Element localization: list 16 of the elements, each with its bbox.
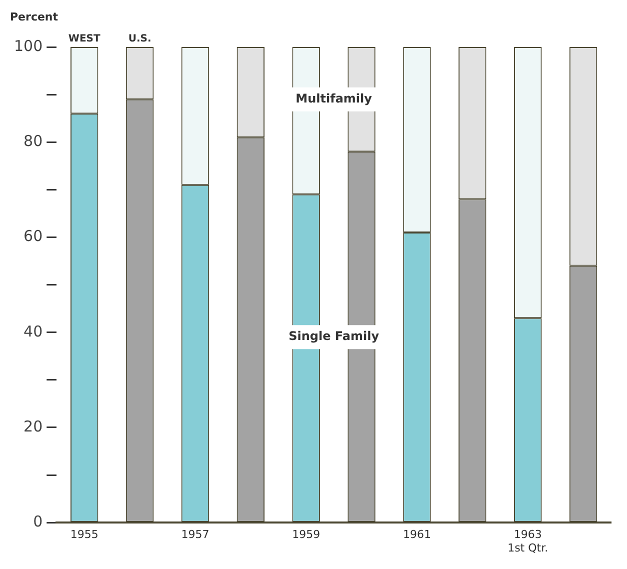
y-tick-label: 0 xyxy=(33,512,43,530)
y-tick-label: 60 xyxy=(24,227,43,246)
x-tick-label: 1963 1st Qtr. xyxy=(508,528,548,554)
y-tick-label: 20 xyxy=(24,417,43,436)
y-tick-label: 40 xyxy=(24,322,43,340)
y-tick-label: 80 xyxy=(24,132,43,150)
x-tick-label: 1961 xyxy=(402,528,431,542)
y-tick-label: 100 xyxy=(14,36,43,55)
x-tick-label: 1959 xyxy=(292,528,320,542)
series-label: Single Family xyxy=(288,329,380,344)
x-tick-label: 1957 xyxy=(181,528,210,542)
text: WEST xyxy=(68,34,100,45)
text: U.S. xyxy=(128,34,152,45)
y-axis-title: Percent xyxy=(10,10,58,24)
x-tick-label: 1955 xyxy=(70,528,98,542)
series-label: Multifamily xyxy=(296,91,372,106)
